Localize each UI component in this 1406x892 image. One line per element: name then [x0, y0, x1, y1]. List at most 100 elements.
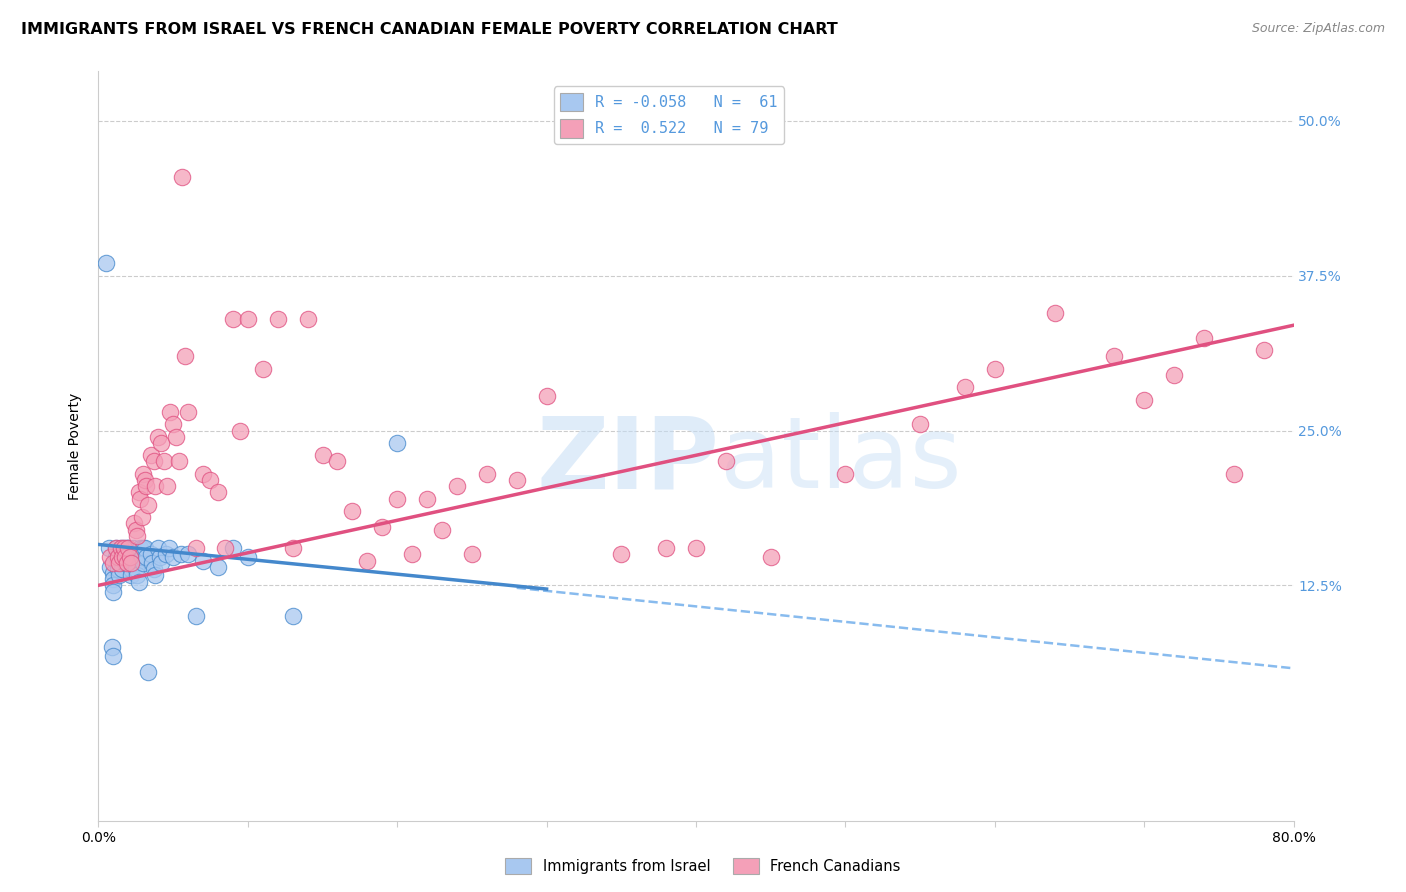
Point: [165, 430, 187, 444]
Point: [311, 448, 333, 462]
Point: [142, 562, 165, 576]
Point: [297, 312, 319, 326]
Text: Source: ZipAtlas.com: Source: ZipAtlas.com: [1251, 22, 1385, 36]
Point: [136, 498, 159, 512]
Point: [115, 556, 138, 570]
Point: [117, 541, 139, 556]
Text: IMMIGRANTS FROM ISRAEL VS FRENCH CANADIAN FEMALE POVERTY CORRELATION CHART: IMMIGRANTS FROM ISRAEL VS FRENCH CANADIA…: [21, 22, 838, 37]
Point: [114, 549, 136, 564]
Point: [1192, 331, 1215, 345]
Point: [107, 562, 129, 576]
Point: [214, 541, 236, 556]
Point: [131, 549, 153, 564]
Point: [115, 541, 138, 556]
Point: [110, 553, 132, 567]
Point: [1043, 306, 1066, 320]
Point: [506, 473, 529, 487]
Point: [148, 430, 170, 444]
Point: [115, 549, 138, 564]
Point: [953, 380, 976, 394]
Point: [127, 529, 149, 543]
Point: [120, 556, 142, 570]
Point: [124, 549, 146, 564]
Point: [110, 541, 132, 556]
Point: [112, 541, 135, 556]
Point: [94, 256, 117, 270]
Point: [430, 523, 453, 537]
Point: [236, 312, 259, 326]
Point: [125, 523, 148, 537]
Point: [139, 547, 162, 561]
Point: [124, 516, 146, 531]
Text: atlas: atlas: [720, 412, 962, 509]
Point: [110, 541, 132, 556]
Point: [162, 549, 184, 564]
Point: [150, 556, 173, 570]
Point: [184, 609, 207, 624]
Point: [141, 556, 163, 570]
Point: [267, 312, 290, 326]
Point: [222, 541, 245, 556]
Point: [117, 549, 139, 564]
Point: [120, 568, 142, 582]
Point: [281, 541, 304, 556]
Point: [129, 541, 152, 556]
Point: [371, 520, 394, 534]
Point: [169, 547, 191, 561]
Point: [135, 549, 157, 564]
Point: [121, 541, 143, 556]
Point: [129, 491, 152, 506]
Point: [132, 556, 155, 570]
Point: [236, 549, 259, 564]
Point: [108, 556, 131, 570]
Point: [108, 568, 131, 582]
Point: [908, 417, 931, 432]
Point: [112, 541, 135, 556]
Point: [385, 436, 409, 450]
Point: [1104, 349, 1126, 363]
Point: [120, 562, 142, 576]
Point: [103, 572, 125, 586]
Legend: Immigrants from Israel, French Canadians: Immigrants from Israel, French Canadians: [499, 852, 907, 880]
Point: [834, 467, 856, 481]
Point: [114, 556, 136, 570]
Point: [125, 556, 148, 570]
Point: [167, 454, 190, 468]
Point: [157, 541, 180, 556]
Point: [118, 549, 141, 564]
Point: [984, 361, 1007, 376]
Point: [191, 553, 214, 567]
Point: [610, 547, 633, 561]
Point: [103, 648, 125, 663]
Point: [103, 566, 125, 580]
Point: [207, 559, 229, 574]
Point: [342, 504, 364, 518]
Point: [1253, 343, 1275, 357]
Point: [107, 556, 129, 570]
Point: [174, 349, 197, 363]
Point: [107, 549, 129, 564]
Point: [103, 584, 125, 599]
Point: [184, 541, 207, 556]
Text: ZIP: ZIP: [537, 412, 720, 509]
Point: [461, 547, 484, 561]
Point: [111, 562, 134, 576]
Point: [117, 541, 139, 556]
Point: [759, 549, 782, 564]
Point: [127, 568, 149, 582]
Point: [222, 312, 245, 326]
Point: [356, 553, 378, 567]
Point: [401, 547, 423, 561]
Point: [191, 467, 214, 481]
Point: [98, 559, 122, 574]
Point: [105, 541, 128, 556]
Point: [139, 448, 162, 462]
Point: [475, 467, 498, 481]
Point: [155, 547, 177, 561]
Point: [177, 547, 200, 561]
Point: [97, 541, 120, 556]
Point: [172, 169, 194, 184]
Point: [143, 479, 166, 493]
Point: [655, 541, 678, 556]
Point: [536, 389, 558, 403]
